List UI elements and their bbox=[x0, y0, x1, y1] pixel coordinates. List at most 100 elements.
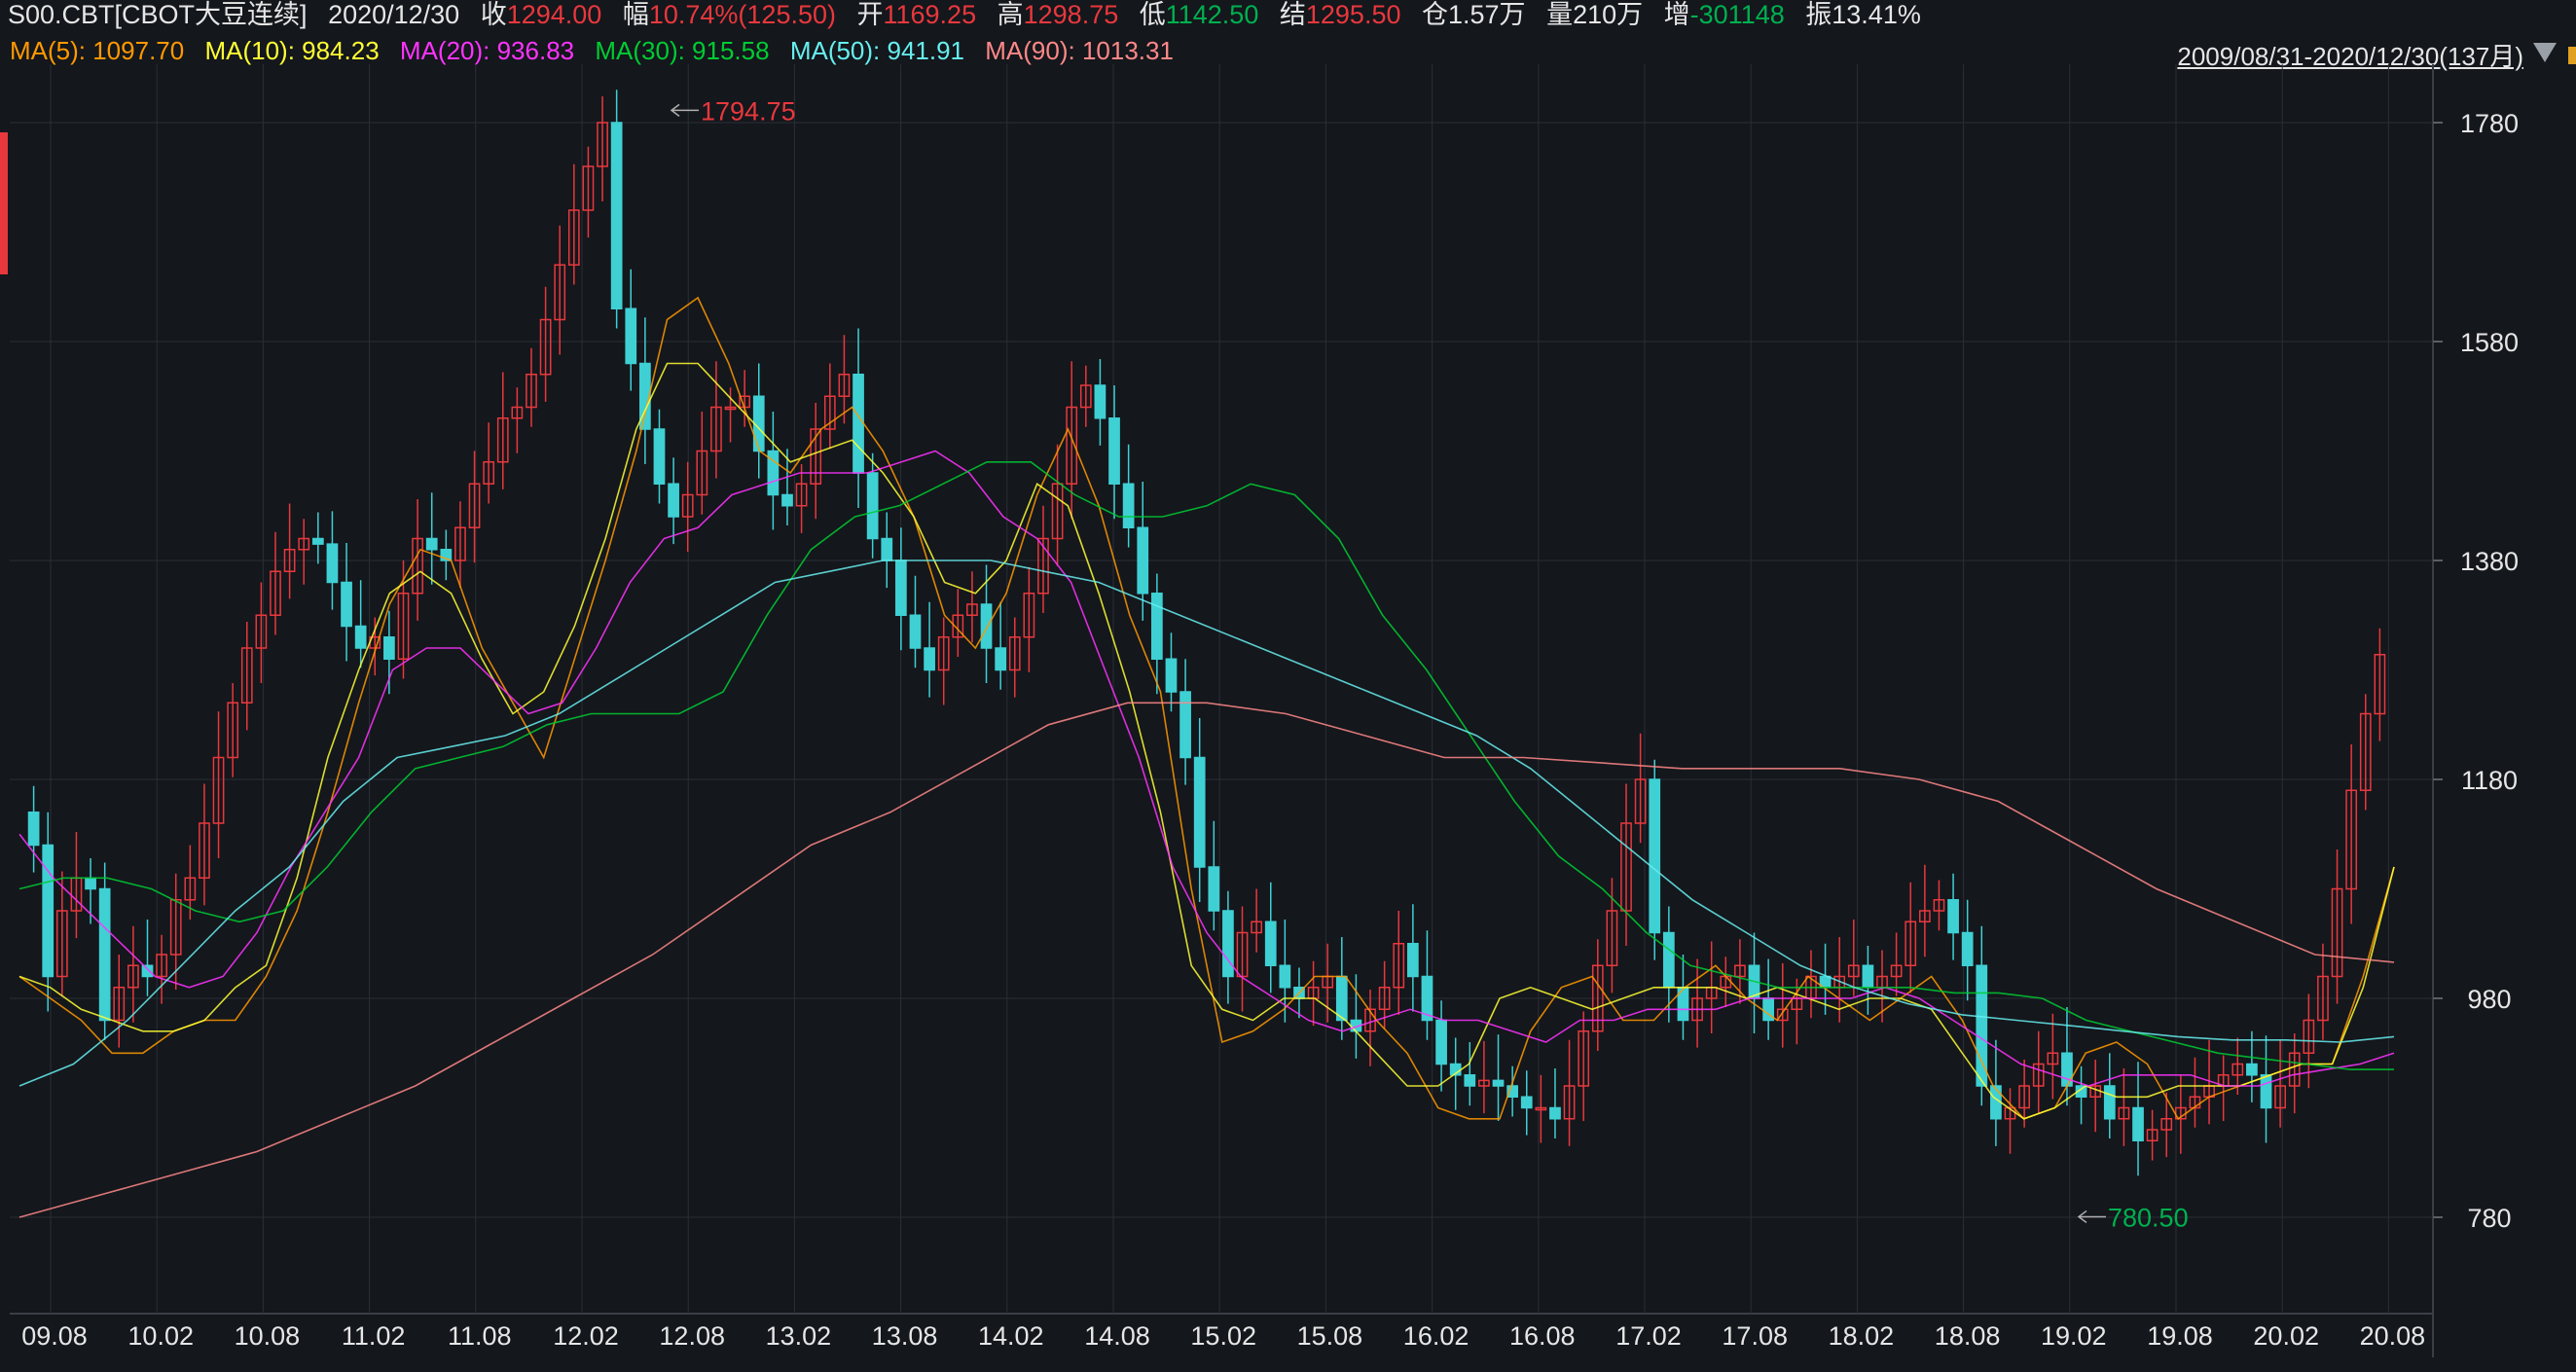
symbol-label[interactable]: S00.CBT[CBOT大豆连续] bbox=[8, 0, 308, 29]
candle-down bbox=[341, 581, 352, 628]
candle-down bbox=[1222, 910, 1234, 978]
x-tick-label: 17.08 bbox=[1722, 1321, 1788, 1351]
y-tick-label: 980 bbox=[2467, 985, 2511, 1014]
candle-down bbox=[980, 603, 993, 649]
candle-down bbox=[1947, 899, 1959, 934]
candle-up bbox=[511, 406, 524, 419]
candle-up bbox=[1051, 483, 1064, 540]
x-tick-label: 19.02 bbox=[2041, 1321, 2107, 1351]
dropdown-arrow-icon[interactable] bbox=[2533, 43, 2557, 62]
candle-up bbox=[1393, 943, 1405, 989]
candle-down bbox=[1264, 921, 1277, 966]
x-tick-label: 16.08 bbox=[1509, 1321, 1576, 1351]
candle-up bbox=[240, 647, 253, 704]
candle-down bbox=[1549, 1106, 1561, 1120]
candle-up bbox=[1847, 964, 1860, 978]
x-tick-label: 14.02 bbox=[978, 1321, 1044, 1351]
oi-value: 1.57万 bbox=[1448, 0, 1526, 29]
ma30-label[interactable]: MA(30): 915.58 bbox=[595, 36, 770, 65]
candle-down bbox=[326, 543, 339, 584]
candle-up bbox=[724, 406, 737, 411]
candle-down bbox=[767, 450, 780, 496]
x-tick-label: 11.02 bbox=[342, 1321, 406, 1351]
high-value: 1298.75 bbox=[1023, 0, 1119, 29]
candle-down bbox=[440, 549, 453, 561]
candle-down bbox=[909, 614, 922, 649]
ma20-label[interactable]: MA(20): 936.83 bbox=[399, 36, 575, 65]
candle-up bbox=[2374, 654, 2386, 715]
x-tick-label: 10.02 bbox=[127, 1321, 194, 1351]
candle-up bbox=[2359, 712, 2372, 791]
candle-down bbox=[995, 647, 1007, 671]
candle-up bbox=[298, 537, 310, 551]
x-tick-label: 13.08 bbox=[872, 1321, 938, 1351]
settle-field: 结1295.50 bbox=[1279, 0, 1401, 29]
candle-up bbox=[696, 450, 708, 496]
candle-up bbox=[2303, 1019, 2315, 1054]
candle-down bbox=[2103, 1085, 2116, 1120]
candle-down bbox=[1150, 593, 1163, 660]
candle-up bbox=[2118, 1106, 2130, 1120]
candle-up bbox=[1578, 1030, 1590, 1087]
candle-up bbox=[1008, 636, 1021, 671]
candle-up bbox=[1066, 406, 1078, 485]
candle-up bbox=[2231, 1063, 2244, 1076]
settings-marker-icon[interactable] bbox=[2568, 47, 2576, 64]
candle-up bbox=[1535, 1106, 1547, 1111]
x-tick-label: 11.08 bbox=[448, 1321, 512, 1351]
low-field: 低1142.50 bbox=[1139, 0, 1259, 29]
increase-value: -301148 bbox=[1689, 0, 1785, 29]
candle-up bbox=[496, 417, 509, 463]
open-value: 1169.25 bbox=[883, 0, 977, 29]
low-point-label: 780.50 bbox=[2108, 1203, 2189, 1232]
date-range-selector[interactable]: 2009/08/31-2020/12/30(137月) bbox=[2177, 42, 2523, 71]
ma90-label[interactable]: MA(90): 1013.31 bbox=[985, 36, 1174, 65]
ma10-label[interactable]: MA(10): 984.23 bbox=[204, 36, 380, 65]
x-tick-label: 18.08 bbox=[1935, 1321, 2001, 1351]
candle-down bbox=[639, 362, 651, 430]
candle-down bbox=[1208, 866, 1220, 912]
ma5-label[interactable]: MA(5): 1097.70 bbox=[10, 36, 185, 65]
x-tick-label: 10.08 bbox=[235, 1321, 301, 1351]
candle-down bbox=[1094, 384, 1107, 419]
candle-down bbox=[85, 877, 96, 890]
candle-down bbox=[895, 560, 907, 616]
date-label: 2020/12/30 bbox=[328, 0, 460, 29]
x-tick-label: 13.02 bbox=[766, 1321, 832, 1351]
candle-up bbox=[582, 165, 595, 211]
candle-down bbox=[1335, 975, 1348, 1022]
candle-down bbox=[1406, 943, 1419, 978]
amplitude-field: 振13.41% bbox=[1805, 0, 1921, 29]
x-tick-label: 14.08 bbox=[1084, 1321, 1150, 1351]
ma50-label[interactable]: MA(50): 941.91 bbox=[789, 36, 965, 65]
candle-down bbox=[42, 844, 54, 978]
candle-up bbox=[184, 877, 197, 901]
candle-down bbox=[2075, 1085, 2087, 1098]
ma-line-ma30 bbox=[18, 460, 2394, 1070]
change-value: 10.74%(125.50) bbox=[648, 0, 836, 29]
ma-line-ma50 bbox=[18, 560, 2395, 1087]
x-tick-label: 12.02 bbox=[553, 1321, 619, 1351]
x-tick-label: 20.02 bbox=[2253, 1321, 2319, 1351]
candle-up bbox=[255, 614, 268, 649]
candle-up bbox=[567, 209, 580, 266]
candle-up bbox=[113, 987, 126, 1022]
candle-down bbox=[1179, 691, 1191, 759]
candle-up bbox=[227, 702, 239, 759]
candle-down bbox=[383, 636, 395, 660]
y-tick-label: 1580 bbox=[2460, 328, 2519, 357]
x-tick-label: 15.02 bbox=[1190, 1321, 1256, 1351]
candle-up bbox=[966, 603, 978, 616]
candle-up bbox=[2160, 1118, 2173, 1131]
candle-up bbox=[795, 483, 808, 507]
candle-up bbox=[2274, 1085, 2286, 1109]
y-tick-label: 1780 bbox=[2460, 109, 2519, 138]
candle-up bbox=[539, 318, 552, 376]
candle-up bbox=[1079, 384, 1092, 409]
candle-up bbox=[1478, 1079, 1490, 1087]
candle-up bbox=[1037, 537, 1049, 595]
side-indicator bbox=[0, 132, 8, 274]
x-tick-label: 20.08 bbox=[2360, 1321, 2426, 1351]
candle-down bbox=[27, 812, 40, 847]
